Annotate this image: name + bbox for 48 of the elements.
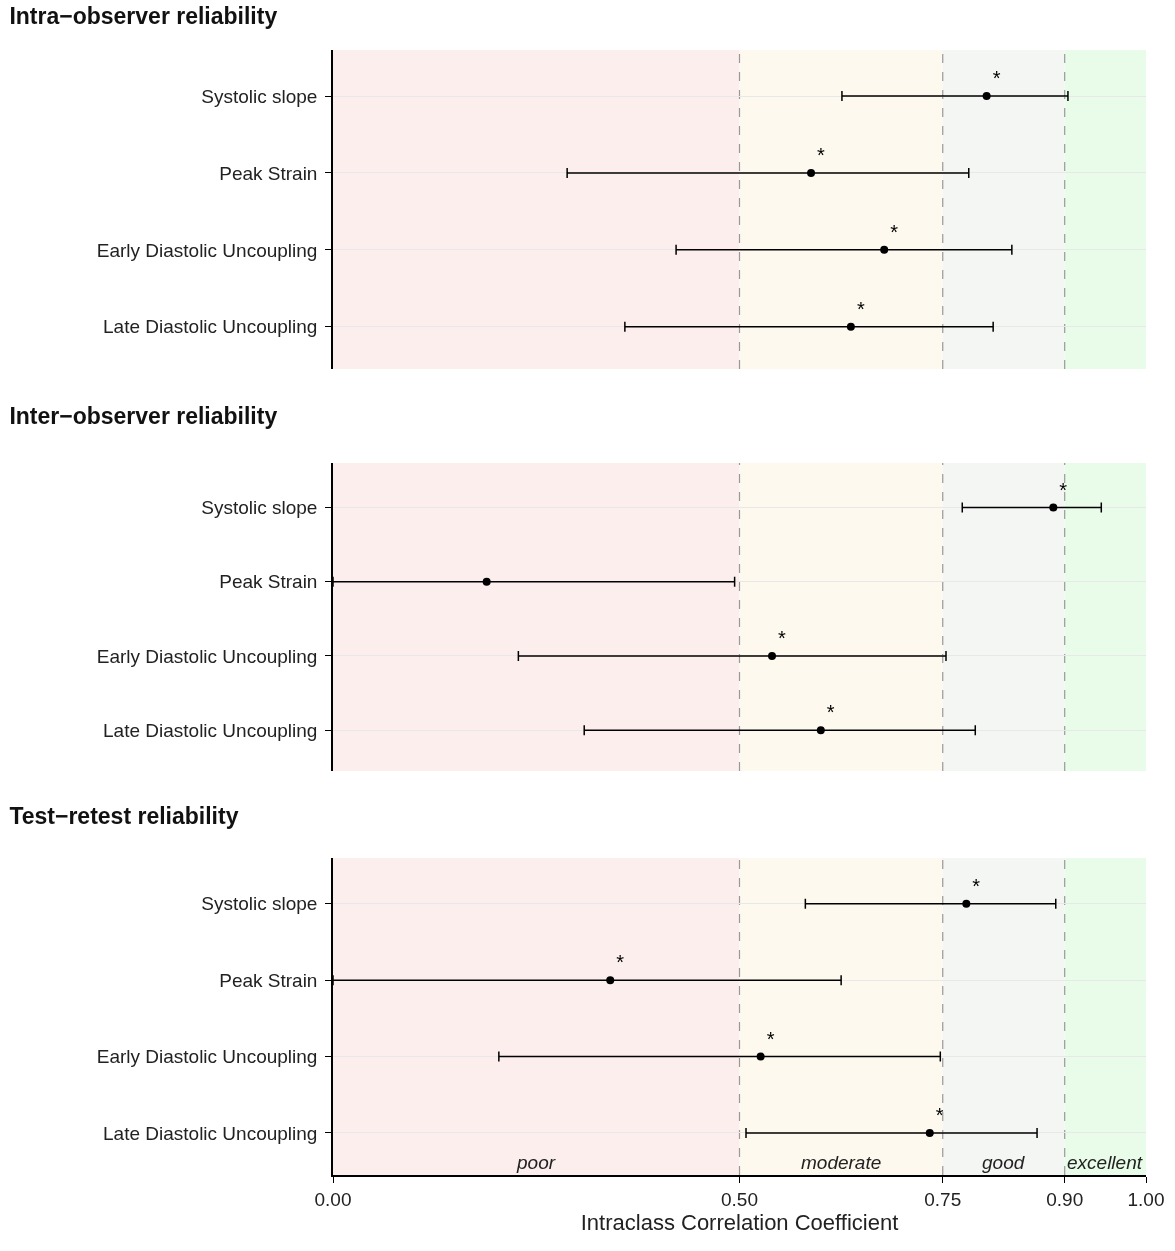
y-tick-label: Peak Strain [219, 162, 318, 184]
data-label: * [826, 701, 835, 724]
data-label: * [766, 1027, 775, 1050]
text: Test−retest reliability [9, 803, 239, 830]
point [962, 899, 971, 908]
x-tick-label: 0.90 [1046, 1188, 1084, 1210]
y-tick-label: Late Diastolic Uncoupling [103, 719, 318, 741]
point [846, 322, 855, 331]
data-label: * [778, 626, 787, 649]
y-tick-label: Early Diastolic Uncoupling [96, 1046, 318, 1068]
y-tick-label: Early Diastolic Uncoupling [96, 645, 318, 667]
point [606, 976, 615, 985]
point [982, 92, 991, 101]
x-tick-label: 0.75 [924, 1188, 962, 1210]
data-label: * [1059, 478, 1068, 501]
data-label: * [935, 1103, 944, 1126]
data-label: * [992, 67, 1001, 90]
data-label: * [856, 297, 865, 320]
y-tick-label: Peak Strain [219, 571, 318, 593]
data-label: * [616, 951, 625, 974]
y-tick-label: Systolic slope [201, 497, 318, 519]
point [482, 577, 491, 586]
y-tick-label: Early Diastolic Uncoupling [96, 239, 318, 261]
y-tick-label: Late Diastolic Uncoupling [103, 1122, 318, 1144]
y-tick-label: Systolic slope [201, 85, 318, 107]
point [925, 1128, 934, 1137]
point [756, 1052, 765, 1061]
data-label: * [972, 874, 981, 897]
point [1049, 503, 1058, 512]
point [807, 168, 816, 177]
point [816, 726, 825, 735]
band-label: moderate [801, 1152, 882, 1173]
data-label: * [890, 220, 899, 243]
band-label: excellent [1067, 1152, 1143, 1173]
x-tick-label: 0.50 [721, 1188, 758, 1210]
text: Inter−observer reliability [9, 403, 278, 430]
x-axis-title: Intraclass Correlation Coefficient [580, 1209, 899, 1235]
x-tick-label: 0.00 [314, 1188, 352, 1210]
y-tick-label: Systolic slope [201, 893, 318, 915]
x-tick-label: 1.00 [1127, 1188, 1165, 1210]
band-label: good [982, 1152, 1026, 1173]
data-label: * [817, 143, 826, 166]
point [768, 651, 777, 660]
text: Intra−observer reliability [9, 3, 278, 30]
point [880, 245, 889, 254]
y-tick-label: Peak Strain [219, 969, 318, 991]
band-label: poor [516, 1152, 556, 1173]
y-tick-label: Late Diastolic Uncoupling [103, 316, 318, 338]
